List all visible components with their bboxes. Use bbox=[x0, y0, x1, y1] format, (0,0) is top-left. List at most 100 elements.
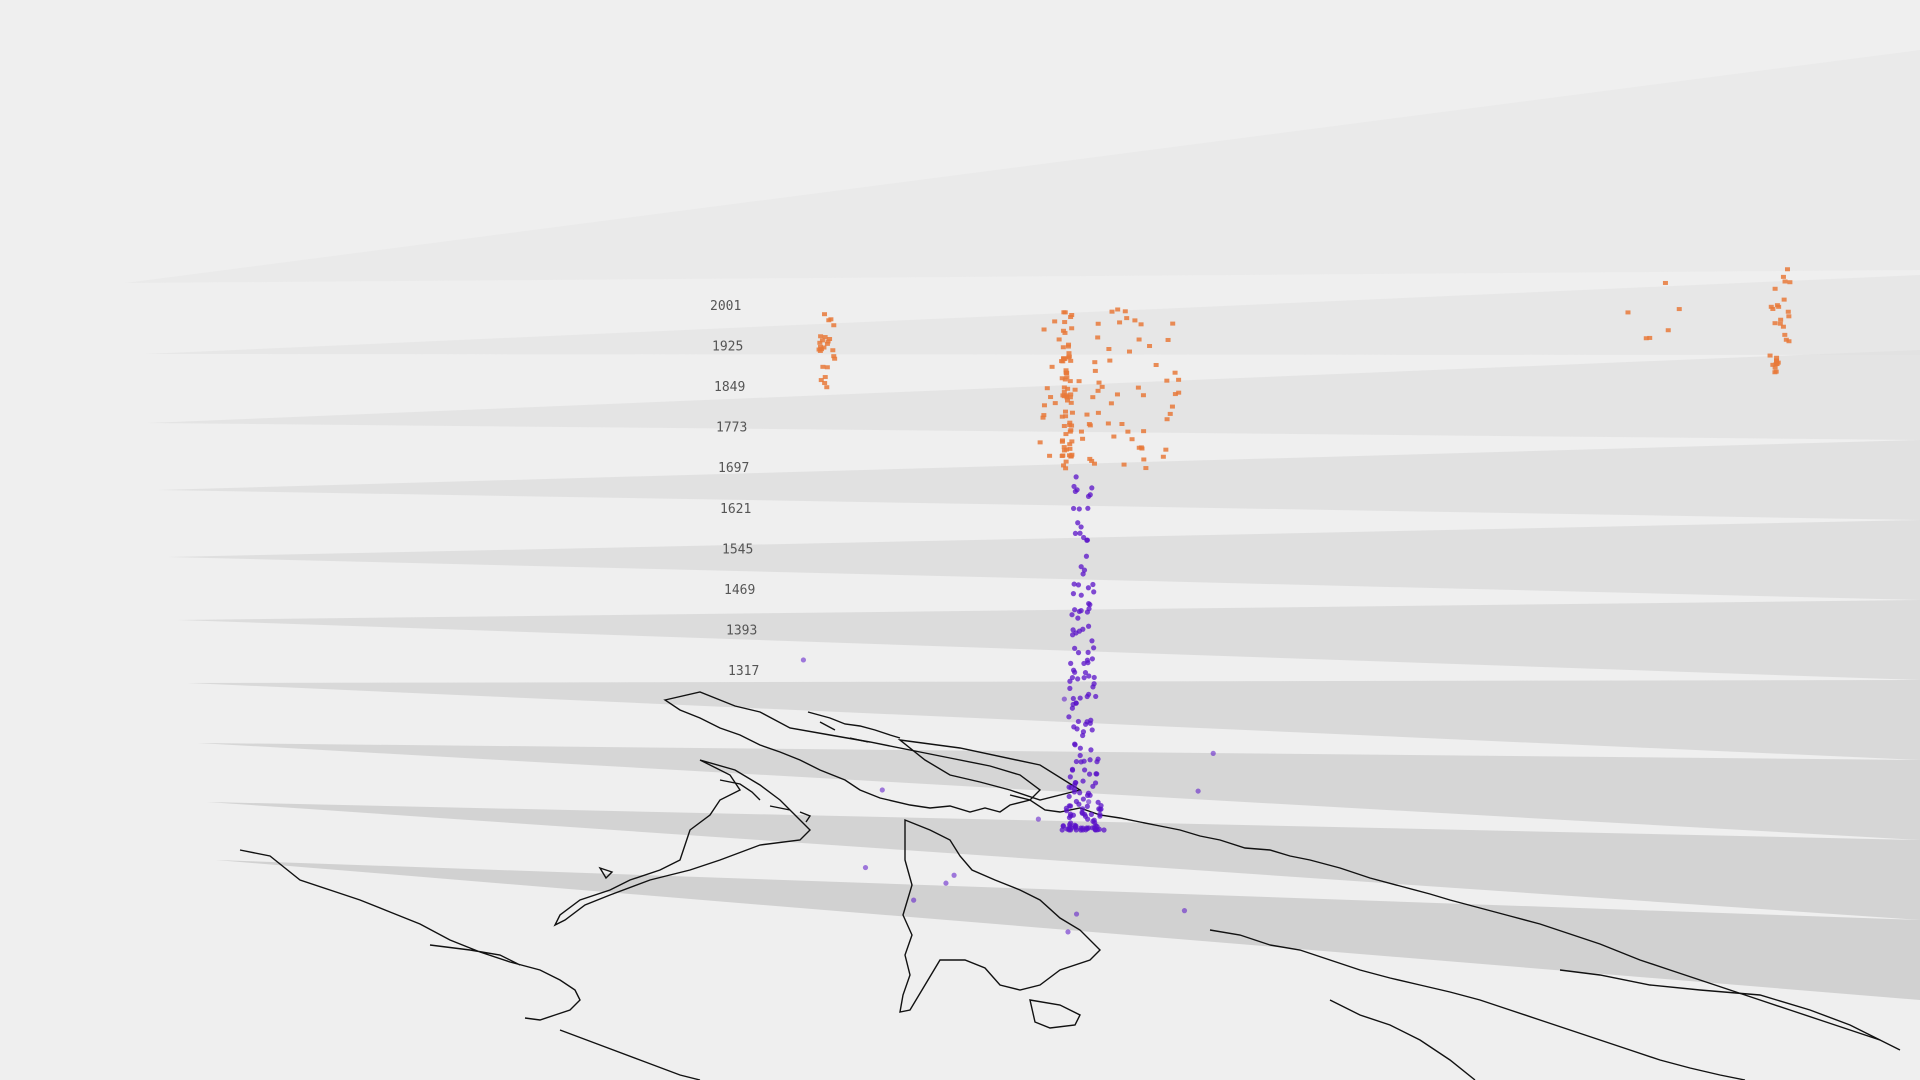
data-point bbox=[1782, 279, 1788, 284]
z-tick-label: 1469 bbox=[724, 583, 755, 598]
data-point bbox=[1153, 362, 1159, 367]
data-point bbox=[1040, 415, 1046, 420]
data-point bbox=[1072, 607, 1078, 613]
data-point bbox=[819, 338, 825, 343]
data-point bbox=[1069, 674, 1076, 681]
data-point bbox=[1781, 297, 1787, 302]
data-point bbox=[1090, 581, 1096, 588]
data-point bbox=[1068, 392, 1074, 397]
data-point bbox=[1067, 678, 1073, 684]
data-point bbox=[1060, 823, 1066, 829]
z-level-plane bbox=[145, 275, 1920, 355]
data-point bbox=[1195, 788, 1201, 794]
data-point bbox=[1167, 411, 1173, 416]
data-point bbox=[1122, 309, 1128, 314]
data-point bbox=[1072, 530, 1079, 537]
data-point bbox=[1059, 359, 1065, 364]
data-point bbox=[1048, 395, 1054, 400]
data-point bbox=[1770, 362, 1776, 367]
data-point bbox=[1147, 344, 1153, 349]
data-point bbox=[1063, 805, 1069, 811]
z-tick-label: 1849 bbox=[714, 380, 745, 395]
orange-series bbox=[816, 267, 1793, 471]
data-point bbox=[1084, 803, 1090, 810]
data-point bbox=[1115, 307, 1121, 312]
data-point bbox=[1061, 424, 1067, 429]
data-point bbox=[1064, 375, 1070, 380]
data-point bbox=[1075, 650, 1082, 656]
data-point bbox=[1097, 813, 1103, 819]
data-point bbox=[1075, 520, 1081, 526]
data-point bbox=[1772, 321, 1778, 326]
z-level-plane bbox=[168, 520, 1920, 600]
data-point bbox=[1061, 445, 1067, 450]
data-point bbox=[1070, 812, 1077, 818]
data-point bbox=[1085, 623, 1092, 629]
data-point bbox=[817, 340, 823, 345]
data-point bbox=[1086, 673, 1092, 679]
data-point bbox=[1081, 758, 1087, 764]
data-point bbox=[1170, 321, 1176, 326]
data-point bbox=[1111, 434, 1117, 439]
data-point bbox=[1049, 364, 1055, 369]
data-point bbox=[1089, 458, 1095, 463]
data-point bbox=[1077, 745, 1083, 751]
data-point bbox=[1772, 365, 1778, 370]
data-point bbox=[1089, 485, 1095, 491]
data-point bbox=[1772, 286, 1778, 291]
data-point bbox=[1078, 608, 1084, 614]
data-point bbox=[1044, 386, 1050, 391]
data-point bbox=[1117, 320, 1123, 325]
data-point bbox=[1063, 409, 1069, 414]
data-point bbox=[1069, 439, 1075, 444]
data-point bbox=[1081, 767, 1088, 773]
z-tick-label: 1621 bbox=[720, 502, 751, 517]
data-point bbox=[1061, 463, 1067, 468]
data-point bbox=[1071, 724, 1077, 730]
data-point bbox=[1092, 780, 1099, 786]
data-point bbox=[1052, 319, 1058, 324]
data-point bbox=[1643, 336, 1649, 341]
data-point bbox=[1095, 335, 1101, 340]
coastline-asia bbox=[1209, 929, 1881, 1080]
data-point bbox=[1181, 908, 1188, 914]
data-point bbox=[1106, 347, 1112, 352]
data-point bbox=[1072, 825, 1079, 831]
data-point bbox=[1069, 313, 1075, 318]
data-point bbox=[1070, 695, 1076, 702]
data-point bbox=[1041, 413, 1047, 418]
data-point bbox=[1075, 615, 1081, 621]
data-point bbox=[1086, 422, 1092, 427]
data-point bbox=[1786, 339, 1792, 344]
data-point bbox=[1069, 423, 1075, 428]
z-tick-label: 1317 bbox=[728, 664, 759, 679]
data-point bbox=[911, 897, 917, 903]
z-level-plane bbox=[158, 440, 1920, 520]
z-level-planes bbox=[125, 50, 1920, 1000]
data-point bbox=[1061, 356, 1067, 361]
data-point bbox=[1088, 811, 1094, 818]
data-point bbox=[1095, 756, 1101, 762]
data-point bbox=[1061, 385, 1067, 390]
data-point bbox=[1077, 530, 1083, 536]
data-point bbox=[1068, 400, 1074, 405]
data-point bbox=[1141, 429, 1147, 434]
data-point bbox=[1138, 322, 1144, 327]
data-point bbox=[1780, 274, 1786, 279]
data-point bbox=[1074, 487, 1080, 493]
data-point bbox=[1176, 390, 1182, 395]
data-point bbox=[821, 345, 827, 350]
data-point bbox=[1041, 403, 1047, 408]
data-point bbox=[1163, 447, 1169, 452]
data-point bbox=[1063, 447, 1069, 452]
data-point bbox=[1082, 669, 1089, 676]
data-point bbox=[1077, 695, 1083, 701]
data-point bbox=[1085, 790, 1092, 796]
z-tick-label: 1393 bbox=[726, 623, 757, 638]
data-point bbox=[1080, 571, 1086, 577]
data-point bbox=[1060, 453, 1066, 458]
data-point bbox=[1084, 719, 1090, 725]
data-point bbox=[1092, 360, 1098, 365]
data-point bbox=[831, 323, 837, 328]
